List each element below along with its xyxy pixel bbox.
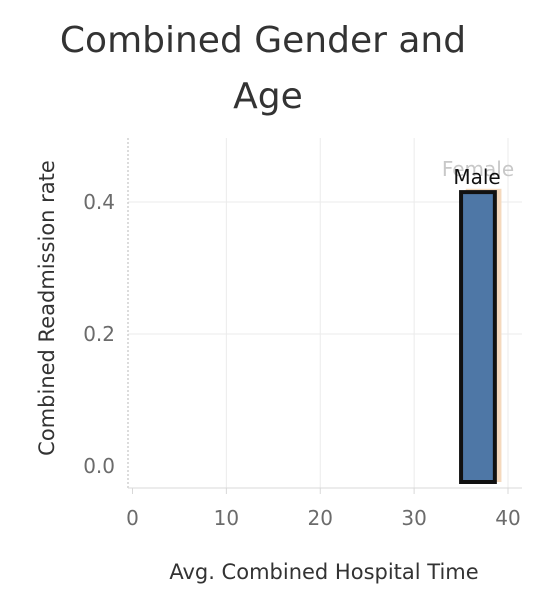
- y-tick-label: 0.0: [83, 454, 115, 478]
- x-tick-label: 30: [401, 506, 426, 530]
- data-label-female: Female: [442, 157, 514, 181]
- bars: [459, 188, 502, 484]
- y-ticks: 0.0 0.2 0.4: [83, 190, 115, 478]
- x-ticks: 0 10 20 30 40: [126, 488, 521, 530]
- x-axis-title: Avg. Combined Hospital Time: [169, 560, 478, 584]
- x-tick-label: 40: [495, 506, 520, 530]
- y-tick-label: 0.4: [83, 190, 115, 214]
- bar-male: [459, 190, 497, 484]
- y-axis-title: Combined Readmission rate: [35, 160, 59, 456]
- data-label-male: Male: [453, 165, 500, 189]
- x-tick-label: 0: [126, 506, 139, 530]
- grid-lines: [128, 138, 522, 488]
- x-tick-label: 20: [308, 506, 333, 530]
- chart-title-line-2: Age: [233, 76, 303, 117]
- x-tick-label: 10: [214, 506, 239, 530]
- chart-title-line-1: Combined Gender and: [60, 20, 466, 61]
- y-tick-label: 0.2: [83, 322, 115, 346]
